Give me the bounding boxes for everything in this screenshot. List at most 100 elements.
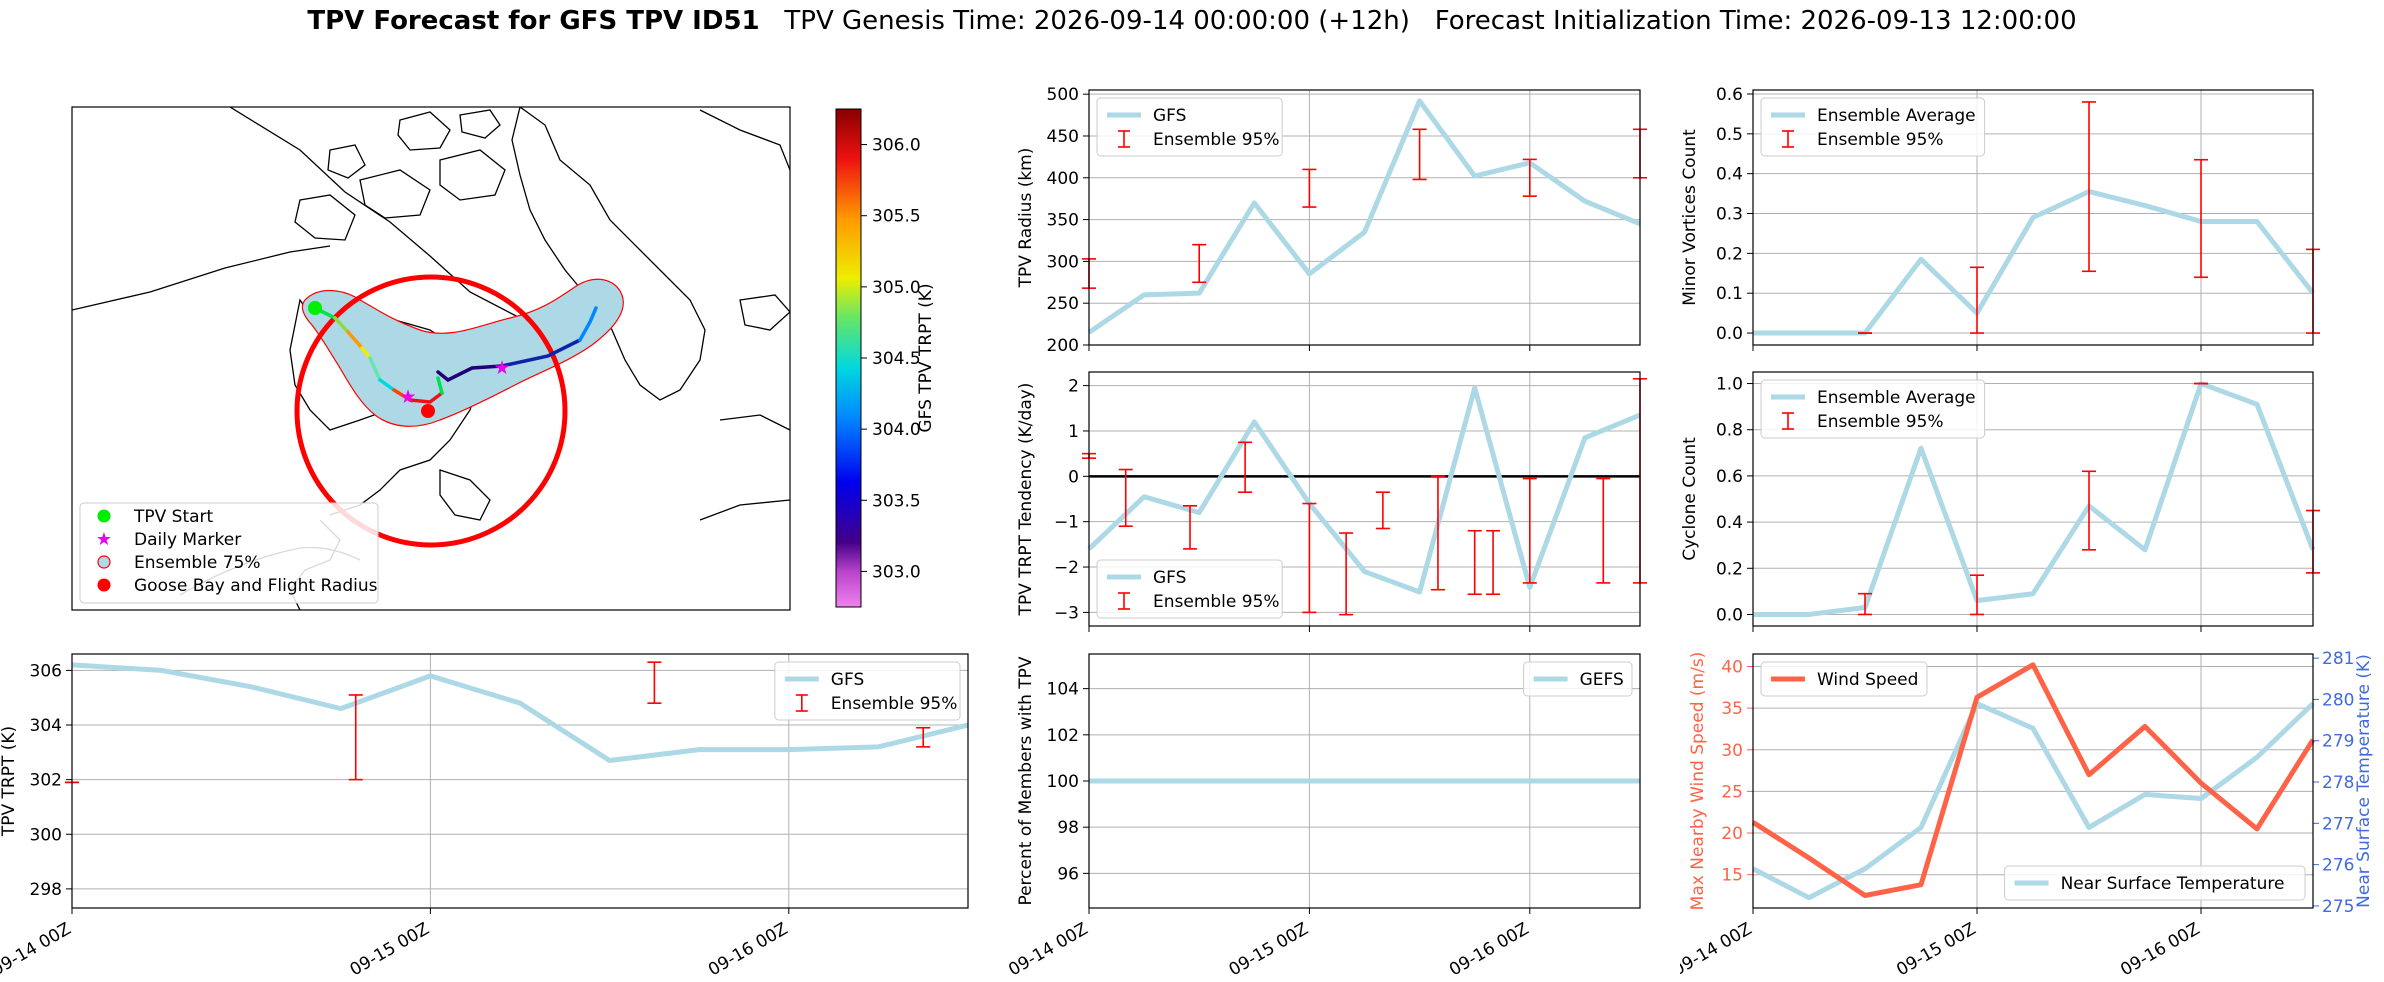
- chart-radius: 200 250 300 350 400 450 500 TPV Radius (km) GFS E…: [1016, 85, 1647, 356]
- y2-tick-label: 276: [2322, 856, 2354, 876]
- y-tick-label: 100: [1047, 772, 1079, 792]
- map-panel: ★ ★ TPV Start ★ Daily Marker Ensemble 75…: [71, 106, 936, 611]
- figure-title-genesis: TPV Genesis Time: 2026-09-14 00:00:00 (+…: [784, 6, 1410, 36]
- legend-box: [2004, 865, 2306, 901]
- series-line: [1753, 189, 2315, 336]
- y-tick-label: 1.0: [1716, 375, 1743, 395]
- legend-box: [1096, 97, 1283, 157]
- europe-coast-2: [699, 499, 790, 521]
- y-tick-label: 35: [1721, 699, 1743, 719]
- x-tick-label: 09-15 00Z: [1226, 919, 1312, 980]
- chart-trpt: 298 300 302 304 306 09-14 00Z 09-15 00Z 09-16 0…: [0, 653, 969, 980]
- y-tick-label: 0.4: [1716, 165, 1743, 185]
- series-line-temperature: [1751, 701, 2315, 901]
- y-tick-label: 1: [1068, 422, 1079, 442]
- legend-daily-label: Daily Marker: [134, 530, 241, 550]
- legend-goose-label: Goose Bay and Flight Radius: [134, 576, 378, 596]
- island-1: [294, 194, 356, 241]
- y2-tick-label: 279: [2322, 732, 2354, 752]
- legend-label: Ensemble 95%: [1817, 412, 1944, 432]
- y-tick-label: 298: [30, 880, 62, 900]
- y-tick-label: 98: [1057, 818, 1079, 838]
- island-2: [359, 169, 431, 219]
- y-tick-label: 15: [1721, 866, 1743, 886]
- y-tick-label: 300: [30, 825, 62, 845]
- legend-label: GFS: [831, 670, 864, 690]
- y2-axis-label: Near Surface Temperature (K): [2354, 654, 2374, 908]
- legend-label: Ensemble 95%: [1153, 592, 1280, 612]
- y-tick-label: 0.6: [1716, 467, 1743, 487]
- legend-box: [1523, 661, 1633, 697]
- track-seg-9: [436, 376, 444, 395]
- y-tick-label: 0.0: [1716, 605, 1743, 625]
- y2-tick-label: 278: [2322, 773, 2354, 793]
- axes-frame: [1752, 89, 2314, 346]
- island-5: [459, 109, 501, 139]
- axes-frame: [1088, 653, 1641, 909]
- colorbar-label: GFS TPV TRPT (K): [916, 283, 936, 432]
- y-tick-label: 102: [1047, 726, 1079, 746]
- legend-label: GEFS: [1580, 670, 1624, 690]
- track-seg-7: [392, 388, 412, 402]
- legend-box: [1760, 379, 1986, 439]
- y2-tick-label: 277: [2322, 814, 2354, 834]
- europe-coast-1: [719, 414, 790, 431]
- series-line: [1753, 381, 2316, 617]
- y-tick-label: 0.2: [1716, 244, 1743, 264]
- axes-frame: [1752, 653, 2314, 909]
- colorbar-tick-label: 306.0: [872, 136, 921, 156]
- y-tick-label: 0: [1068, 467, 1079, 487]
- daily-marker-2: ★: [493, 357, 510, 379]
- colorbar-tick-label: 304.5: [872, 349, 921, 369]
- newfoundland-coast: [439, 469, 491, 521]
- y-tick-label: 0.2: [1716, 559, 1743, 579]
- y-axis-label: Max Nearby Wind Speed (m/s): [1688, 652, 1708, 911]
- x-tick-label: 09-14 00Z: [1005, 919, 1091, 980]
- y-tick-label: 25: [1721, 782, 1743, 802]
- colorbar-ticks: 303.0 303.5 304.0 304.5 305.0 305.5 306.0: [861, 136, 921, 582]
- y-tick-label: 0.8: [1716, 421, 1743, 441]
- series-line: [71, 662, 969, 764]
- track-seg-12: [578, 306, 598, 342]
- y2-tick-label: 275: [2322, 897, 2354, 917]
- y-axis-label: Minor Vortices Count: [1680, 129, 1700, 306]
- figure-title-bold: TPV Forecast for GFS TPV ID51: [307, 6, 760, 36]
- legend-daily-icon: ★: [96, 529, 112, 550]
- island-3: [439, 149, 506, 201]
- chart-wind-temperature: 15 20 25 30 35 40 09-14 00Z 09-15 00Z 09-16 00Z M…: [1680, 649, 2374, 980]
- tpv-start-marker: [308, 301, 322, 315]
- y-tick-label: 0.3: [1716, 205, 1743, 225]
- colorbar-tick-label: 305.5: [872, 207, 921, 227]
- legend-box: [774, 661, 961, 721]
- x-tick-label: 09-15 00Z: [1893, 919, 1979, 980]
- border-line-2: [72, 245, 331, 311]
- track-seg-4: [360, 346, 372, 360]
- y-tick-label: 0.5: [1716, 125, 1743, 145]
- legend-label: Ensemble 95%: [1153, 130, 1280, 150]
- island-4: [397, 111, 451, 151]
- axes-frame: [71, 653, 969, 909]
- y-tick-label: −2: [1054, 558, 1079, 578]
- series-line: [1087, 385, 1641, 595]
- y-tick-label: −3: [1054, 603, 1079, 623]
- track-seg-5: [368, 356, 382, 382]
- track-seg-10: [436, 364, 504, 383]
- legend-start-label: TPV Start: [133, 507, 214, 527]
- axes-frame: [1752, 371, 2314, 627]
- colorbar-tick-label: 304.0: [872, 420, 921, 440]
- legend-label: Ensemble 95%: [1817, 130, 1944, 150]
- y-tick-label: 0.4: [1716, 513, 1743, 533]
- y-tick-label: 306: [30, 661, 62, 681]
- iceland-coast: [739, 294, 790, 331]
- track-seg-3: [346, 330, 364, 350]
- y-tick-label: 400: [1047, 169, 1079, 189]
- y-tick-label: 350: [1047, 211, 1079, 231]
- y-tick-label: 500: [1047, 85, 1079, 105]
- arctic-coast-1: [699, 109, 790, 171]
- legend-label: Ensemble Average: [1817, 106, 1976, 126]
- series-line: [1087, 98, 1641, 335]
- tpv-track: [313, 306, 598, 404]
- y-tick-label: 300: [1047, 252, 1079, 272]
- chart-tendency: −3 −2 −1 0 1 2 TPV TRPT Tendency (K/day) GFS Ens…: [1016, 371, 1647, 632]
- y-tick-label: 0.0: [1716, 324, 1743, 344]
